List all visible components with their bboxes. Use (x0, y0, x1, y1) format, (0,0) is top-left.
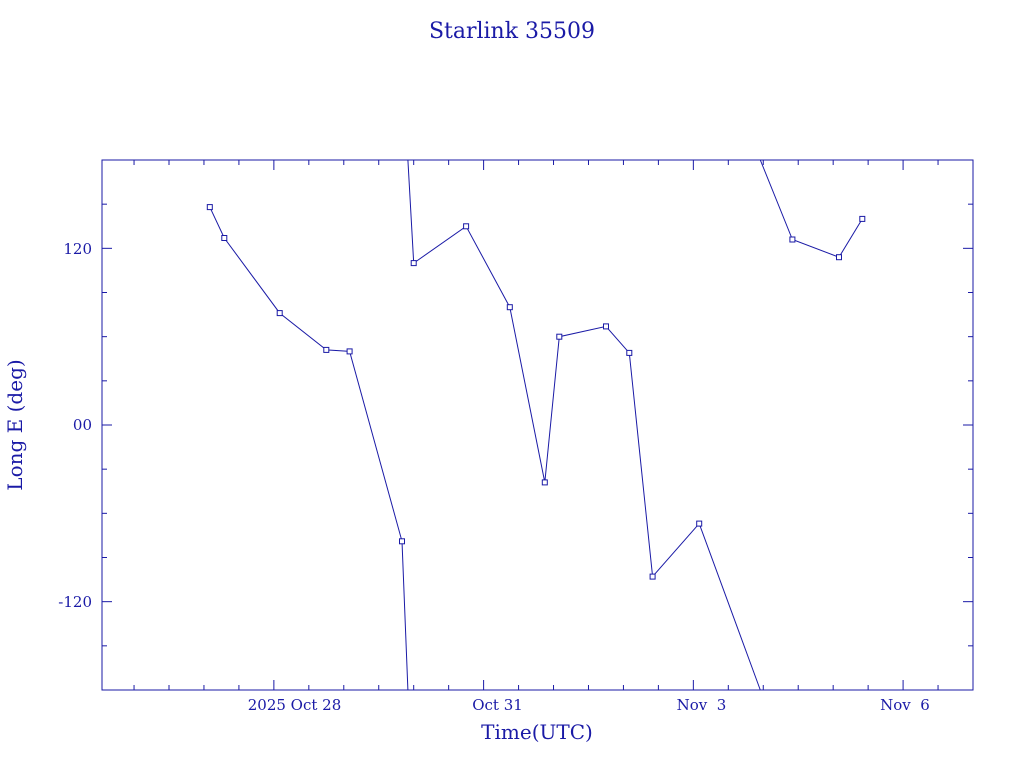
y-tick-label: -120 (58, 593, 92, 611)
data-point (463, 223, 470, 230)
series-line (759, 159, 863, 258)
series-line (407, 159, 761, 691)
data-point (506, 304, 513, 311)
y-tick-label: 120 (63, 240, 92, 258)
data-point (541, 479, 548, 486)
data-point (556, 333, 563, 340)
x-tick-label: Nov 3 (677, 696, 727, 714)
x-tick-label: Oct 31 (472, 696, 523, 714)
data-point (346, 348, 353, 355)
data-point (276, 310, 283, 317)
x-tick-label: Nov 6 (880, 696, 930, 714)
y-tick-label: 00 (73, 416, 92, 434)
x-tick-labels: 2025 Oct 28 Oct 31 Nov 3 Nov 6 (248, 696, 930, 714)
y-axis-label: Long E (deg) (3, 359, 27, 490)
data-point (649, 573, 656, 580)
x-axis-label: Time(UTC) (481, 720, 593, 744)
data-point (836, 254, 842, 261)
data-point (603, 323, 609, 330)
y-tick-labels: 120 00 -120 (58, 240, 92, 611)
data-point (859, 215, 866, 222)
chart-title: Starlink 35509 (429, 19, 595, 44)
data-point (323, 346, 330, 353)
data-point (789, 236, 796, 243)
data-point (221, 235, 228, 241)
series-line (209, 206, 409, 691)
data-series (206, 159, 866, 691)
x-tick-label: 2025 Oct 28 (248, 696, 342, 714)
data-point (206, 204, 213, 211)
axis-ticks (102, 160, 974, 690)
data-point (696, 520, 703, 527)
data-point (626, 349, 633, 356)
data-point (399, 538, 405, 545)
plot-frame (101, 159, 974, 691)
data-point (410, 260, 417, 267)
